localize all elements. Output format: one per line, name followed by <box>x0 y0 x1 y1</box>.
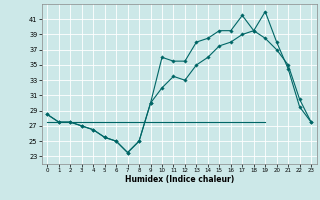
X-axis label: Humidex (Indice chaleur): Humidex (Indice chaleur) <box>124 175 234 184</box>
